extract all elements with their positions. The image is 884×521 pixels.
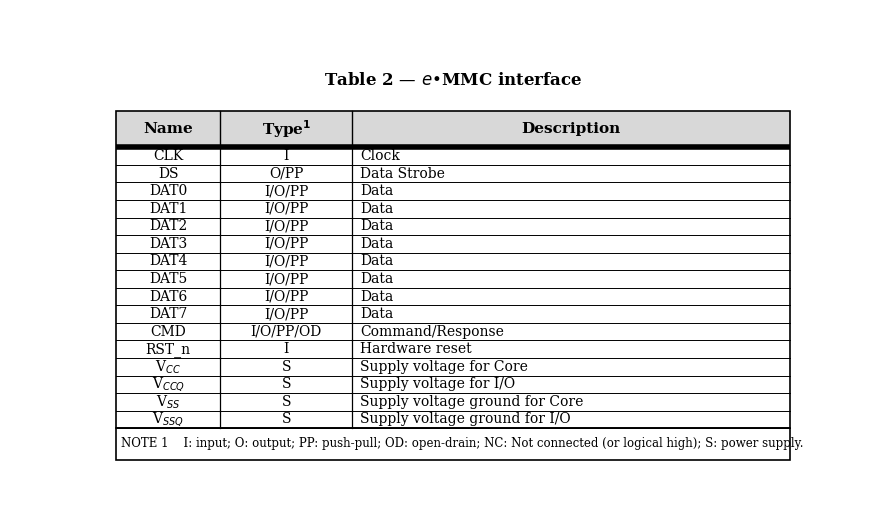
Text: DAT6: DAT6	[149, 290, 187, 304]
Text: NOTE 1    I: input; O: output; PP: push-pull; OD: open-drain; NC: Not connected : NOTE 1 I: input; O: output; PP: push-pul…	[121, 438, 804, 451]
Text: Supply voltage ground for I/O: Supply voltage ground for I/O	[360, 413, 571, 427]
Text: I/O/PP: I/O/PP	[264, 219, 309, 233]
Bar	[116, 428, 790, 460]
Text: Supply voltage for I/O: Supply voltage for I/O	[360, 377, 515, 391]
Text: Data: Data	[360, 202, 393, 216]
Text: Data: Data	[360, 254, 393, 268]
Text: DAT4: DAT4	[149, 254, 187, 268]
Text: Name: Name	[143, 122, 193, 136]
Text: DS: DS	[158, 167, 179, 181]
Text: Data: Data	[360, 290, 393, 304]
Bar	[116, 110, 790, 428]
Text: DAT7: DAT7	[149, 307, 187, 321]
Text: CMD: CMD	[150, 325, 187, 339]
Text: Command/Response: Command/Response	[360, 325, 504, 339]
Text: I/O/PP: I/O/PP	[264, 184, 309, 198]
Text: V$_{CC}$: V$_{CC}$	[156, 358, 181, 376]
Text: DAT0: DAT0	[149, 184, 187, 198]
Text: Data: Data	[360, 272, 393, 286]
Text: Table 2 — $\mathbf{\mathit{e}}$•MMC interface: Table 2 — $\mathbf{\mathit{e}}$•MMC inte…	[324, 72, 583, 89]
Text: DAT5: DAT5	[149, 272, 187, 286]
Text: Data: Data	[360, 219, 393, 233]
Text: Supply voltage ground for Core: Supply voltage ground for Core	[360, 395, 583, 409]
Text: I/O/PP/OD: I/O/PP/OD	[250, 325, 322, 339]
Text: I/O/PP: I/O/PP	[264, 307, 309, 321]
Text: Description: Description	[522, 122, 621, 136]
Text: V$_{SS}$: V$_{SS}$	[156, 393, 180, 411]
Text: I/O/PP: I/O/PP	[264, 237, 309, 251]
Text: I: I	[284, 342, 289, 356]
Text: Data Strobe: Data Strobe	[360, 167, 445, 181]
Text: DAT1: DAT1	[149, 202, 187, 216]
Text: I/O/PP: I/O/PP	[264, 272, 309, 286]
Text: Data: Data	[360, 237, 393, 251]
Text: S: S	[281, 395, 291, 409]
Text: DAT3: DAT3	[149, 237, 187, 251]
Text: I/O/PP: I/O/PP	[264, 254, 309, 268]
Text: O/PP: O/PP	[269, 167, 303, 181]
Text: Data: Data	[360, 307, 393, 321]
Text: V$_{CCQ}$: V$_{CCQ}$	[152, 375, 185, 393]
Text: Supply voltage for Core: Supply voltage for Core	[360, 360, 528, 374]
Text: CLK: CLK	[153, 149, 183, 163]
Text: S: S	[281, 377, 291, 391]
Text: S: S	[281, 413, 291, 427]
Text: S: S	[281, 360, 291, 374]
Text: Data: Data	[360, 184, 393, 198]
Bar	[116, 110, 790, 147]
Text: Hardware reset: Hardware reset	[360, 342, 472, 356]
Text: RST_n: RST_n	[146, 342, 191, 357]
Text: Clock: Clock	[360, 149, 400, 163]
Text: V$_{SSQ}$: V$_{SSQ}$	[152, 411, 184, 428]
Text: I/O/PP: I/O/PP	[264, 290, 309, 304]
Text: I/O/PP: I/O/PP	[264, 202, 309, 216]
Text: I: I	[284, 149, 289, 163]
Text: Type$^{\mathbf{1}}$: Type$^{\mathbf{1}}$	[262, 118, 311, 140]
Text: DAT2: DAT2	[149, 219, 187, 233]
